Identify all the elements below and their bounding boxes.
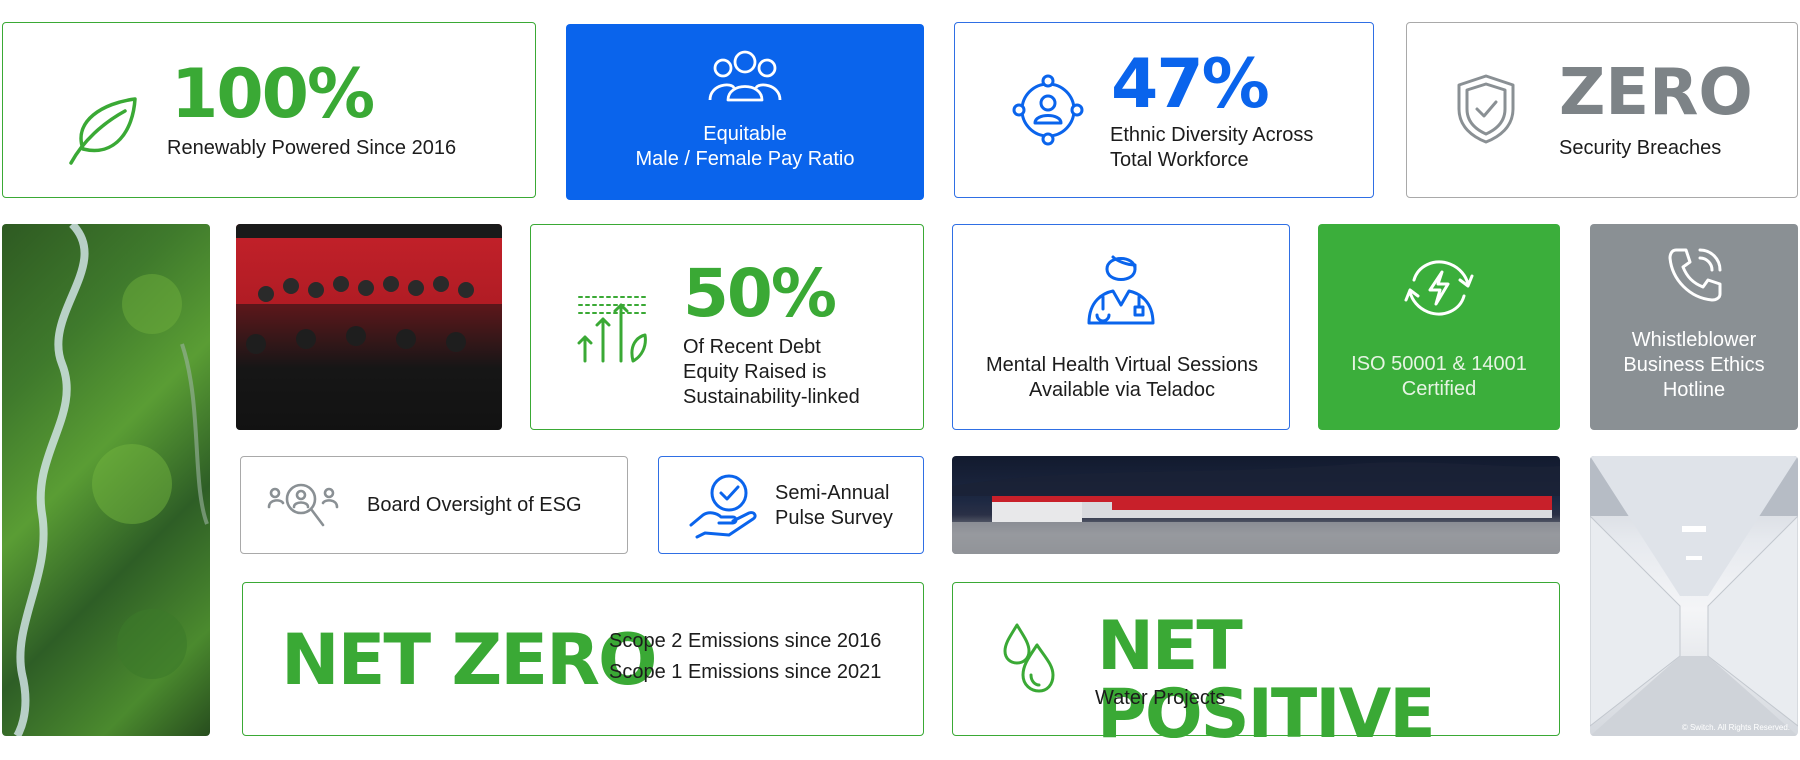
mental-health-line1: Mental Health Virtual Sessions <box>986 354 1258 376</box>
security-text: Security Breaches <box>1559 137 1722 159</box>
debt-line2: Equity Raised is <box>683 361 827 383</box>
renewable-stat: 100% <box>171 55 375 134</box>
iso-line2: Certified <box>1401 378 1477 400</box>
datacenter-interior-photo: © Switch. All Rights Reserved. <box>1590 456 1798 736</box>
net-zero-line1: Scope 2 Emissions since 2016 <box>609 630 882 652</box>
net-zero-card: NET ZERO Scope 2 Emissions since 2016 Sc… <box>242 582 924 736</box>
mental-health-card: Mental Health Virtual Sessions Available… <box>952 224 1290 430</box>
security-card: ZERO Security Breaches <box>1406 22 1798 198</box>
debt-stat: 50% <box>683 255 837 332</box>
debt-card: 50% Of Recent Debt Equity Raised is Sust… <box>530 224 924 430</box>
net-positive-card: NET POSITIVE Water Projects <box>952 582 1560 749</box>
pay-ratio-line1: Equitable <box>703 123 787 145</box>
security-stat: ZERO <box>1559 56 1753 130</box>
pulse-line2: Pulse Survey <box>775 507 893 529</box>
iso-line1: ISO 50001 & 14001 <box>1351 353 1527 375</box>
whistleblower-line2: Business Ethics <box>1623 354 1765 376</box>
pay-ratio-card: Equitable Male / Female Pay Ratio <box>566 24 924 200</box>
diversity-card: 47% Ethnic Diversity Across Total Workfo… <box>954 22 1374 198</box>
debt-line1: Of Recent Debt <box>683 336 821 358</box>
board-text: Board Oversight of ESG <box>367 494 582 516</box>
whistleblower-card: Whistleblower Business Ethics Hotline <box>1590 224 1798 430</box>
diversity-stat: 47% <box>1111 45 1270 124</box>
whistleblower-line3: Hotline <box>1662 379 1726 401</box>
net-positive-text: Water Projects <box>1095 687 1226 709</box>
net-zero-line2: Scope 1 Emissions since 2021 <box>609 661 882 683</box>
shield-check-icon <box>1455 73 1517 145</box>
whistleblower-line1: Whistleblower <box>1631 329 1757 351</box>
renewable-text: Renewably Powered Since 2016 <box>167 137 457 159</box>
board-card: Board Oversight of ESG <box>240 456 628 554</box>
growth-arrows-icon <box>577 291 649 365</box>
hand-check-icon <box>689 473 759 539</box>
mental-health-line2: Available via Teladoc <box>1028 379 1216 401</box>
energy-cycle-icon <box>1404 256 1474 320</box>
leaf-icon <box>63 91 143 171</box>
copyright-text: © Switch. All Rights Reserved. <box>1681 723 1790 732</box>
diversity-line2: Total Workforce <box>1110 149 1249 171</box>
forest-river-photo <box>2 224 210 736</box>
debt-line3: Sustainability-linked <box>683 386 860 408</box>
net-positive-stat: NET POSITIVE <box>1097 607 1436 754</box>
diversity-line1: Ethnic Diversity Across <box>1110 124 1314 146</box>
search-people-icon <box>267 481 339 531</box>
pulse-card: Semi-Annual Pulse Survey <box>658 456 924 554</box>
datacenter-exterior-photo <box>952 456 1560 554</box>
water-drops-icon <box>1003 623 1055 693</box>
team-photo <box>236 224 502 430</box>
diversity-network-icon <box>1011 73 1085 147</box>
doctor-icon <box>1085 249 1157 325</box>
pay-ratio-line2: Male / Female Pay Ratio <box>635 148 855 170</box>
iso-card: ISO 50001 & 14001 Certified <box>1318 224 1560 430</box>
people-group-icon <box>708 48 782 108</box>
renewable-card: 100% Renewably Powered Since 2016 <box>2 22 536 198</box>
net-zero-stat: NET ZERO <box>281 619 658 701</box>
phone-icon <box>1668 246 1724 302</box>
pulse-line1: Semi-Annual <box>775 482 890 504</box>
